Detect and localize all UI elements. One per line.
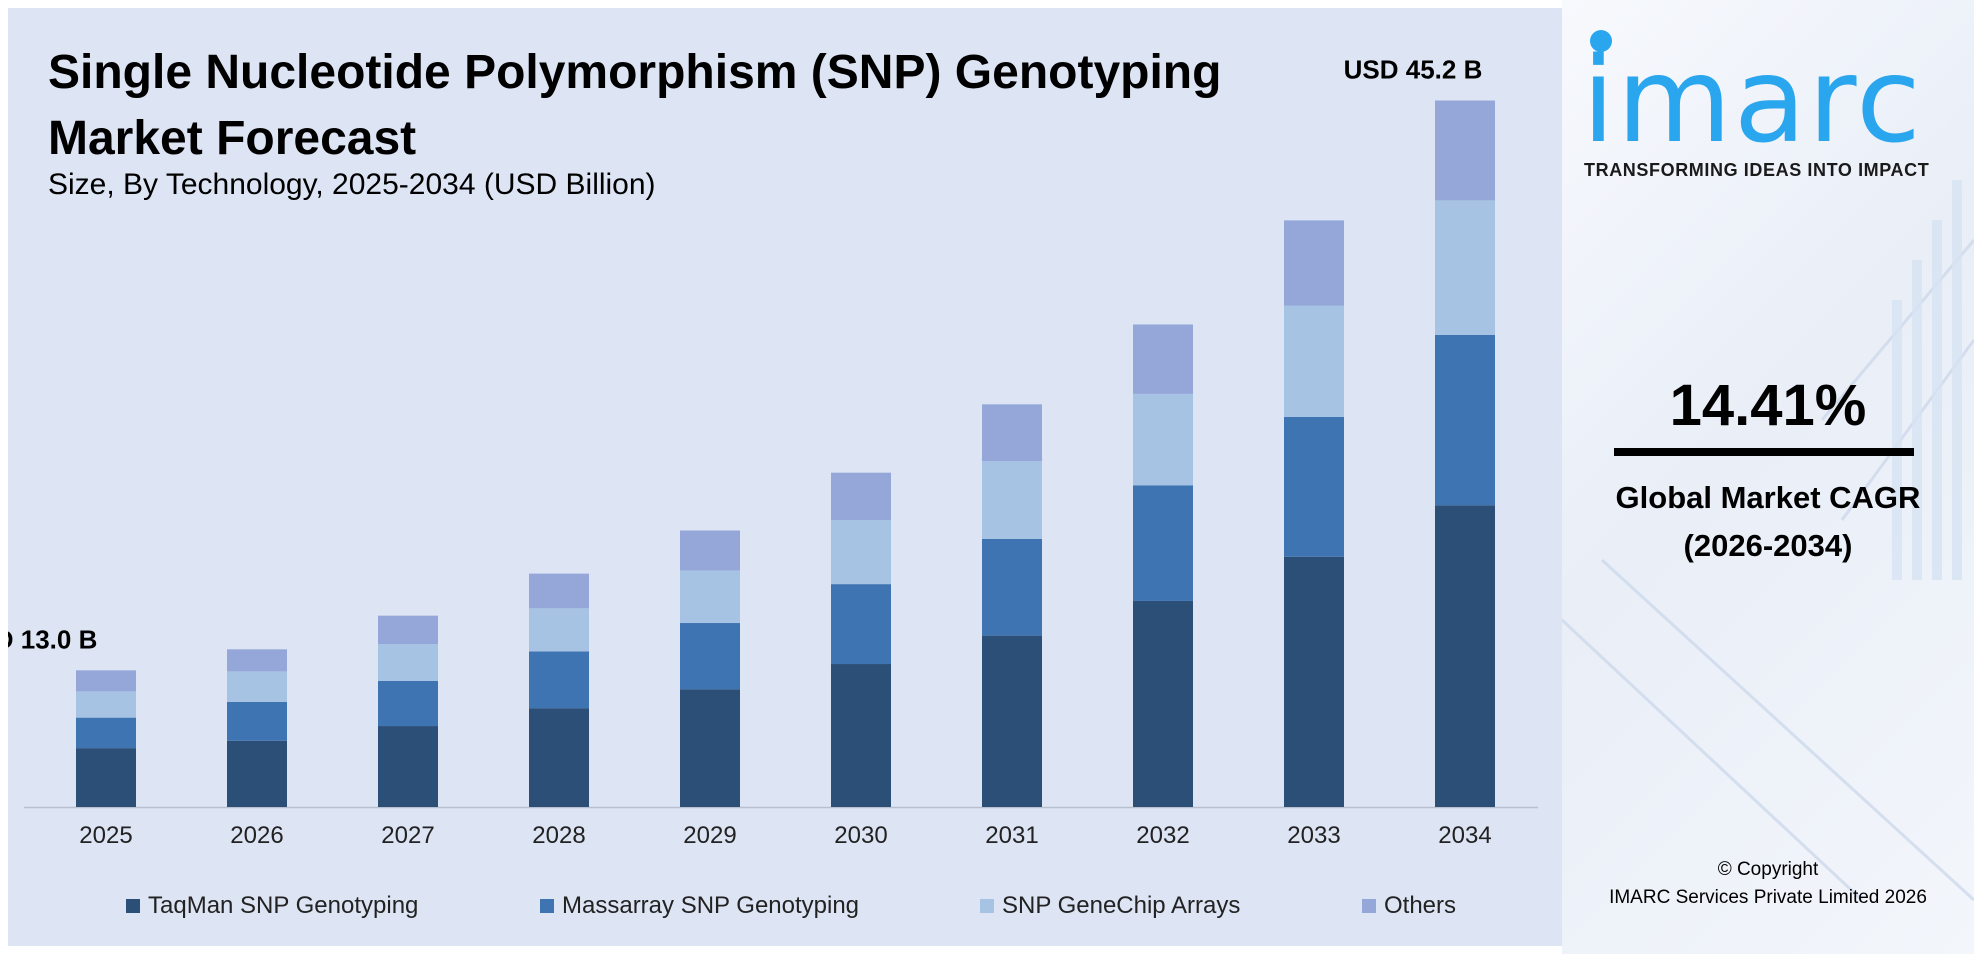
bar-stack-2026 [227, 649, 287, 807]
copyright-line1: © Copyright [1717, 859, 1819, 880]
bar-segment-2028-1 [529, 708, 589, 807]
bar-stack-2030 [831, 472, 891, 807]
cagr-label: Global Market CAGR (2026-2034) [1562, 474, 1974, 570]
logo-dot-icon [1590, 30, 1612, 52]
copyright-line2: IMARC Services Private Limited 2026 [1609, 887, 1927, 908]
bar-stack-2032 [1133, 324, 1193, 807]
bar-segment-2027-4 [378, 615, 438, 645]
legend-label: Massarray SNP Genotyping [562, 892, 860, 919]
x-tick-label-2028: 2028 [532, 822, 585, 849]
bar-segment-2034-4 [1435, 100, 1495, 201]
bar-segment-2025-1 [76, 748, 136, 807]
total-label-2034: USD 45.2 B [1344, 55, 1483, 85]
x-tick-label-2026: 2026 [230, 822, 283, 849]
copyright: © Copyright IMARC Services Private Limit… [1562, 856, 1974, 912]
bar-segment-2026-3 [227, 671, 287, 702]
x-tick-label-2032: 2032 [1136, 822, 1189, 849]
bar-segment-2031-3 [982, 461, 1042, 539]
x-tick-label-2025: 2025 [79, 822, 132, 849]
bar-segment-2027-3 [378, 644, 438, 681]
decorative-background [1562, 180, 1974, 902]
bar-segment-2028-4 [529, 573, 589, 609]
legend-swatch [980, 899, 994, 913]
bar-segment-2029-2 [680, 623, 740, 690]
bar-segment-2030-3 [831, 519, 891, 585]
bar-segment-2025-2 [76, 717, 136, 749]
bar-segment-2032-1 [1133, 600, 1193, 807]
bar-segment-2031-2 [982, 538, 1042, 636]
bar-segment-2032-2 [1133, 485, 1193, 601]
legend-swatch [126, 899, 140, 913]
chart-panel: Single Nucleotide Polymorphism (SNP) Gen… [8, 8, 1562, 946]
bar-stack-2027 [378, 615, 438, 807]
bar-segment-2031-1 [982, 635, 1042, 807]
cagr-label-line2: (2026-2034) [1683, 528, 1853, 563]
bar-segment-2033-1 [1284, 556, 1344, 807]
bar-segment-2030-4 [831, 472, 891, 520]
bar-segment-2029-4 [680, 530, 740, 571]
x-tick-label-2030: 2030 [834, 822, 887, 849]
bar-stack-2033 [1284, 220, 1344, 807]
bar-segment-2026-4 [227, 649, 287, 672]
legend-swatch [1362, 899, 1376, 913]
bar-chart: 2025 USD 13.0 B 2026 2027 2028 2029 2030 2031 20… [8, 55, 1538, 849]
bar-segment-2028-2 [529, 651, 589, 709]
x-tick-label-2027: 2027 [381, 822, 434, 849]
imarc-logo: imarc [1582, 31, 1923, 169]
x-tick-label-2034: 2034 [1438, 822, 1491, 849]
bar-segment-2026-2 [227, 701, 287, 741]
cagr-value: 14.41% [1669, 373, 1867, 438]
bar-stack-2025 [76, 670, 136, 807]
bar-segment-2032-3 [1133, 393, 1193, 486]
x-tick-label-2033: 2033 [1287, 822, 1340, 849]
bar-segment-2028-3 [529, 608, 589, 652]
legend-item-4: Others [1362, 892, 1456, 920]
legend-item-3: SNP GeneChip Arrays [980, 892, 1240, 920]
x-tick-label-2031: 2031 [985, 822, 1038, 849]
legend-swatch [540, 899, 554, 913]
bar-segment-2030-1 [831, 664, 891, 807]
chart-title-line1: Single Nucleotide Polymorphism (SNP) Gen… [48, 46, 1222, 99]
chart-legend: TaqMan SNP Genotyping Massarray SNP Genot… [8, 892, 1562, 928]
bar-segment-2033-2 [1284, 416, 1344, 557]
cagr-divider [1614, 448, 1914, 456]
bar-segment-2027-2 [378, 680, 438, 727]
bar-segment-2034-2 [1435, 334, 1495, 506]
bar-segment-2029-3 [680, 570, 740, 624]
total-label-2025: USD 13.0 B [8, 624, 97, 654]
bar-stack-2031 [982, 404, 1042, 807]
bar-segment-2034-3 [1435, 200, 1495, 335]
bar-stack-2029 [680, 530, 740, 807]
brand-panel: imarc TRANSFORMING IDEAS INTO IMPACT 14.… [1562, 0, 1974, 954]
chart-title-line2: Market Forecast [48, 112, 417, 165]
chart-subtitle: Size, By Technology, 2025-2034 (USD Bill… [48, 168, 656, 201]
bar-segment-2027-1 [378, 726, 438, 807]
bar-segment-2033-3 [1284, 305, 1344, 417]
bar-segment-2034-1 [1435, 505, 1495, 807]
bar-segment-2031-4 [982, 404, 1042, 462]
x-tick-label-2029: 2029 [683, 822, 736, 849]
chart-title: Single Nucleotide Polymorphism (SNP) Gen… [48, 40, 1448, 172]
bar-segment-2029-1 [680, 689, 740, 807]
bar-stack-2028 [529, 573, 589, 807]
bar-segment-2032-4 [1133, 324, 1193, 394]
legend-label: Others [1384, 892, 1457, 919]
legend-item-1: TaqMan SNP Genotyping [126, 892, 418, 920]
cagr-label-line1: Global Market CAGR [1615, 480, 1921, 515]
bar-segment-2033-4 [1284, 220, 1344, 306]
bar-segment-2025-3 [76, 691, 136, 718]
bar-segment-2030-2 [831, 584, 891, 665]
bar-stack-2034 [1435, 100, 1495, 807]
brand-tagline: TRANSFORMING IDEAS INTO IMPACT [1584, 160, 1930, 180]
legend-label: TaqMan SNP Genotyping [148, 892, 419, 919]
bar-segment-2026-1 [227, 740, 287, 807]
legend-item-2: Massarray SNP Genotyping [540, 892, 859, 920]
bar-segment-2025-4 [76, 670, 136, 692]
legend-label: SNP GeneChip Arrays [1002, 892, 1241, 919]
